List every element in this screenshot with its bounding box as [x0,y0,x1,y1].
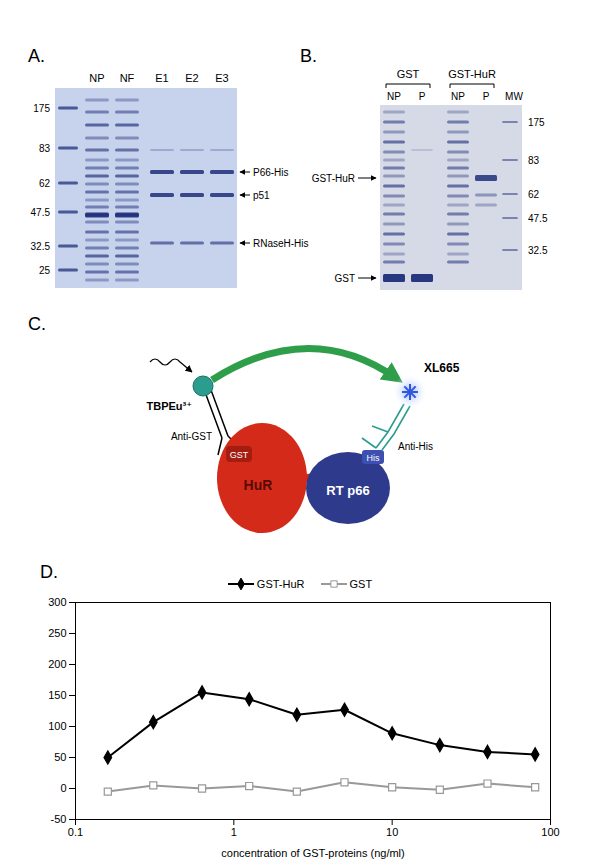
svg-text:150: 150 [48,689,66,701]
svg-text:300: 300 [48,596,66,608]
svg-text:E2: E2 [185,72,198,84]
svg-text:62: 62 [39,178,51,189]
svg-text:83: 83 [39,143,51,154]
svg-text:XL665: XL665 [424,361,460,375]
svg-text:47.5: 47.5 [528,213,548,224]
svg-text:25: 25 [39,265,51,276]
svg-text:B.: B. [300,46,317,66]
svg-text:175: 175 [528,117,545,128]
svg-text:A.: A. [28,46,45,66]
svg-text:83: 83 [528,155,540,166]
svg-text:p51: p51 [253,190,270,201]
svg-text:0.1: 0.1 [68,826,83,838]
svg-text:200: 200 [48,658,66,670]
svg-text:GST: GST [334,273,355,284]
svg-text:P: P [483,91,490,102]
svg-text:Anti-His: Anti-His [398,441,433,452]
svg-text:TBPEu³⁺: TBPEu³⁺ [146,400,192,412]
svg-text:175: 175 [33,103,50,114]
svg-text:E1: E1 [155,72,168,84]
html-text:D.: D. [40,562,58,582]
svg-text:NP: NP [451,91,465,102]
svg-text:NP: NP [387,91,401,102]
svg-text:C.: C. [28,314,46,334]
html-text:GST-HuR: GST-HuR [256,578,305,590]
svg-text:47.5: 47.5 [31,207,51,218]
svg-text:-50: -50 [51,813,67,825]
svg-text:HuR: HuR [244,477,273,493]
svg-text:NP: NP [89,72,104,84]
svg-text:NF: NF [120,72,135,84]
svg-text:1: 1 [231,826,237,838]
svg-text:GST: GST [397,68,420,80]
svg-text:100: 100 [48,720,66,732]
svg-text:RNaseH-His: RNaseH-His [253,238,309,249]
svg-text:RT p66: RT p66 [326,483,369,498]
svg-text:GST: GST [230,450,249,460]
svg-text:P66-His: P66-His [253,167,289,178]
svg-text:0: 0 [60,782,66,794]
svg-text:concentration of GST-proteins: concentration of GST-proteins (ng/ml) [221,847,404,859]
svg-text:Anti-GST: Anti-GST [171,431,212,442]
svg-text:GST-HuR: GST-HuR [448,68,496,80]
svg-text:32.5: 32.5 [528,245,548,256]
svg-text:His: His [367,453,380,463]
svg-text:E3: E3 [215,72,228,84]
svg-text:32.5: 32.5 [31,241,51,252]
svg-text:10: 10 [386,826,398,838]
svg-text:MW: MW [505,91,523,102]
html-text:GST: GST [349,578,373,590]
svg-text:50: 50 [54,751,66,763]
svg-text:250: 250 [48,627,66,639]
svg-text:P: P [419,91,426,102]
svg-text:GST-HuR: GST-HuR [312,173,355,184]
svg-text:62: 62 [528,189,540,200]
svg-text:100: 100 [541,826,559,838]
